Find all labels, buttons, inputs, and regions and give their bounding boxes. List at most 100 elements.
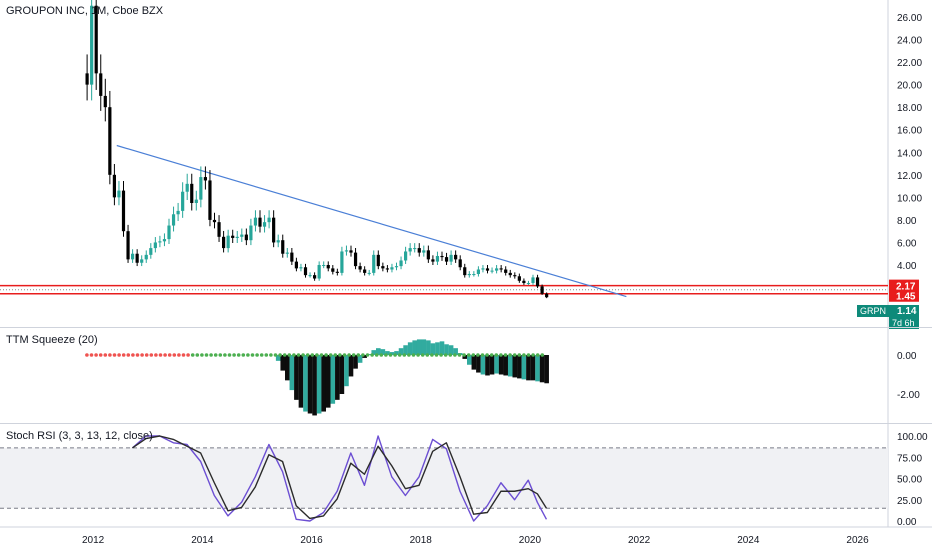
squeeze-dot [365,353,370,357]
candle-body [253,217,258,226]
time-axis-tick-label: 2016 [300,535,323,546]
candle-body [531,277,535,284]
candle-body [153,242,157,249]
squeeze-dot [324,353,328,357]
candle-body [103,95,107,108]
candle-body [444,257,449,262]
squeeze-histogram-bar [344,355,349,387]
squeeze-dot [227,353,232,357]
squeeze-dot [278,353,282,357]
time-axis-tick-label: 2022 [628,535,651,546]
candle-body [499,268,503,270]
price-axis-tick-label: 18.00 [897,103,922,114]
squeeze-dot [200,353,204,357]
squeeze-dot [250,353,255,357]
candle-body [431,259,435,262]
squeeze-histogram-bar [289,355,295,391]
candle-body [449,254,453,262]
squeeze-histogram-bar [467,355,472,365]
stoch-rsi-axis-tick-label: 0.00 [897,517,917,528]
candle-body [149,248,153,255]
candle-body [358,266,362,270]
candle-body [90,5,94,85]
squeeze-dot [255,353,259,357]
squeeze-dot [402,353,407,357]
candle-body [235,236,239,238]
pane-separator[interactable] [0,327,932,328]
candle-body [272,217,276,243]
candle-body [363,269,367,273]
squeeze-histogram-bar [530,355,536,381]
candle-body [349,250,353,253]
squeeze-dot [471,353,476,357]
squeeze-histogram-bar [357,355,363,363]
candle-body [240,234,244,237]
squeeze-dot [241,353,246,357]
candle-body [262,222,267,227]
candle-body [426,250,430,260]
squeeze-dot [108,353,112,357]
candle-body [231,235,235,238]
price-axis-tick-label: 12.00 [897,171,922,182]
squeeze-dot [328,353,333,357]
squeeze-dot [158,353,163,357]
candle-body [226,235,230,249]
squeeze-dot [512,353,517,357]
squeeze-histogram-bar [376,348,381,355]
candle-body [472,274,476,276]
squeeze-dot [411,353,416,357]
price-axis-tick-label: 22.00 [897,58,922,69]
candle-body [158,241,162,243]
time-axis-tick-label: 2026 [846,535,869,546]
upper-level-price-label: 2.17 [896,282,916,293]
trendline [116,144,627,298]
candle-body [485,268,490,271]
pane-separator[interactable] [0,423,932,424]
squeeze-dot [333,353,338,357]
last-price-label-bg [889,305,919,317]
squeeze-histogram-bar [444,344,449,355]
squeeze-dot [135,353,140,357]
candle-body [385,268,389,270]
squeeze-histogram-bar [435,342,440,355]
candle-body [394,266,399,268]
candle-body [276,240,280,243]
squeeze-dot [517,353,522,357]
squeeze-histogram-bar [407,342,413,355]
squeeze-dot [296,353,301,357]
squeeze-dot [112,353,117,357]
squeeze-histogram-bar [325,355,331,408]
candle-body [299,267,303,269]
candle-body [94,5,98,74]
squeeze-dot [223,353,227,357]
candle-body [435,255,440,262]
squeeze-histogram-bar [507,355,513,377]
candle-body [367,272,371,274]
squeeze-histogram-bar [489,355,495,375]
squeeze-dot [269,353,273,357]
squeeze-dot [144,353,149,357]
countdown-label: 7d 6h [892,318,915,328]
squeeze-dot [347,353,351,357]
squeeze-histogram-bar [321,355,326,412]
squeeze-histogram-bar [476,355,481,373]
candle-body [294,261,298,269]
squeeze-dot [163,353,167,357]
squeeze-dot [457,353,462,357]
candle-body [126,231,130,260]
candle-body [390,267,394,270]
candle-body [504,269,508,273]
squeeze-axis-tick-label: 0.00 [897,351,917,362]
squeeze-dot [236,353,241,357]
squeeze-dot [259,353,264,357]
candle-body [372,254,376,273]
squeeze-dot [453,353,457,357]
squeeze-histogram-bar [335,355,340,400]
squeeze-dot [126,353,131,357]
candle-body [399,260,403,267]
squeeze-dot [305,353,310,357]
squeeze-histogram-bar [503,355,508,376]
squeeze-dot [393,353,397,357]
time-axis-tick-label: 2018 [410,535,433,546]
